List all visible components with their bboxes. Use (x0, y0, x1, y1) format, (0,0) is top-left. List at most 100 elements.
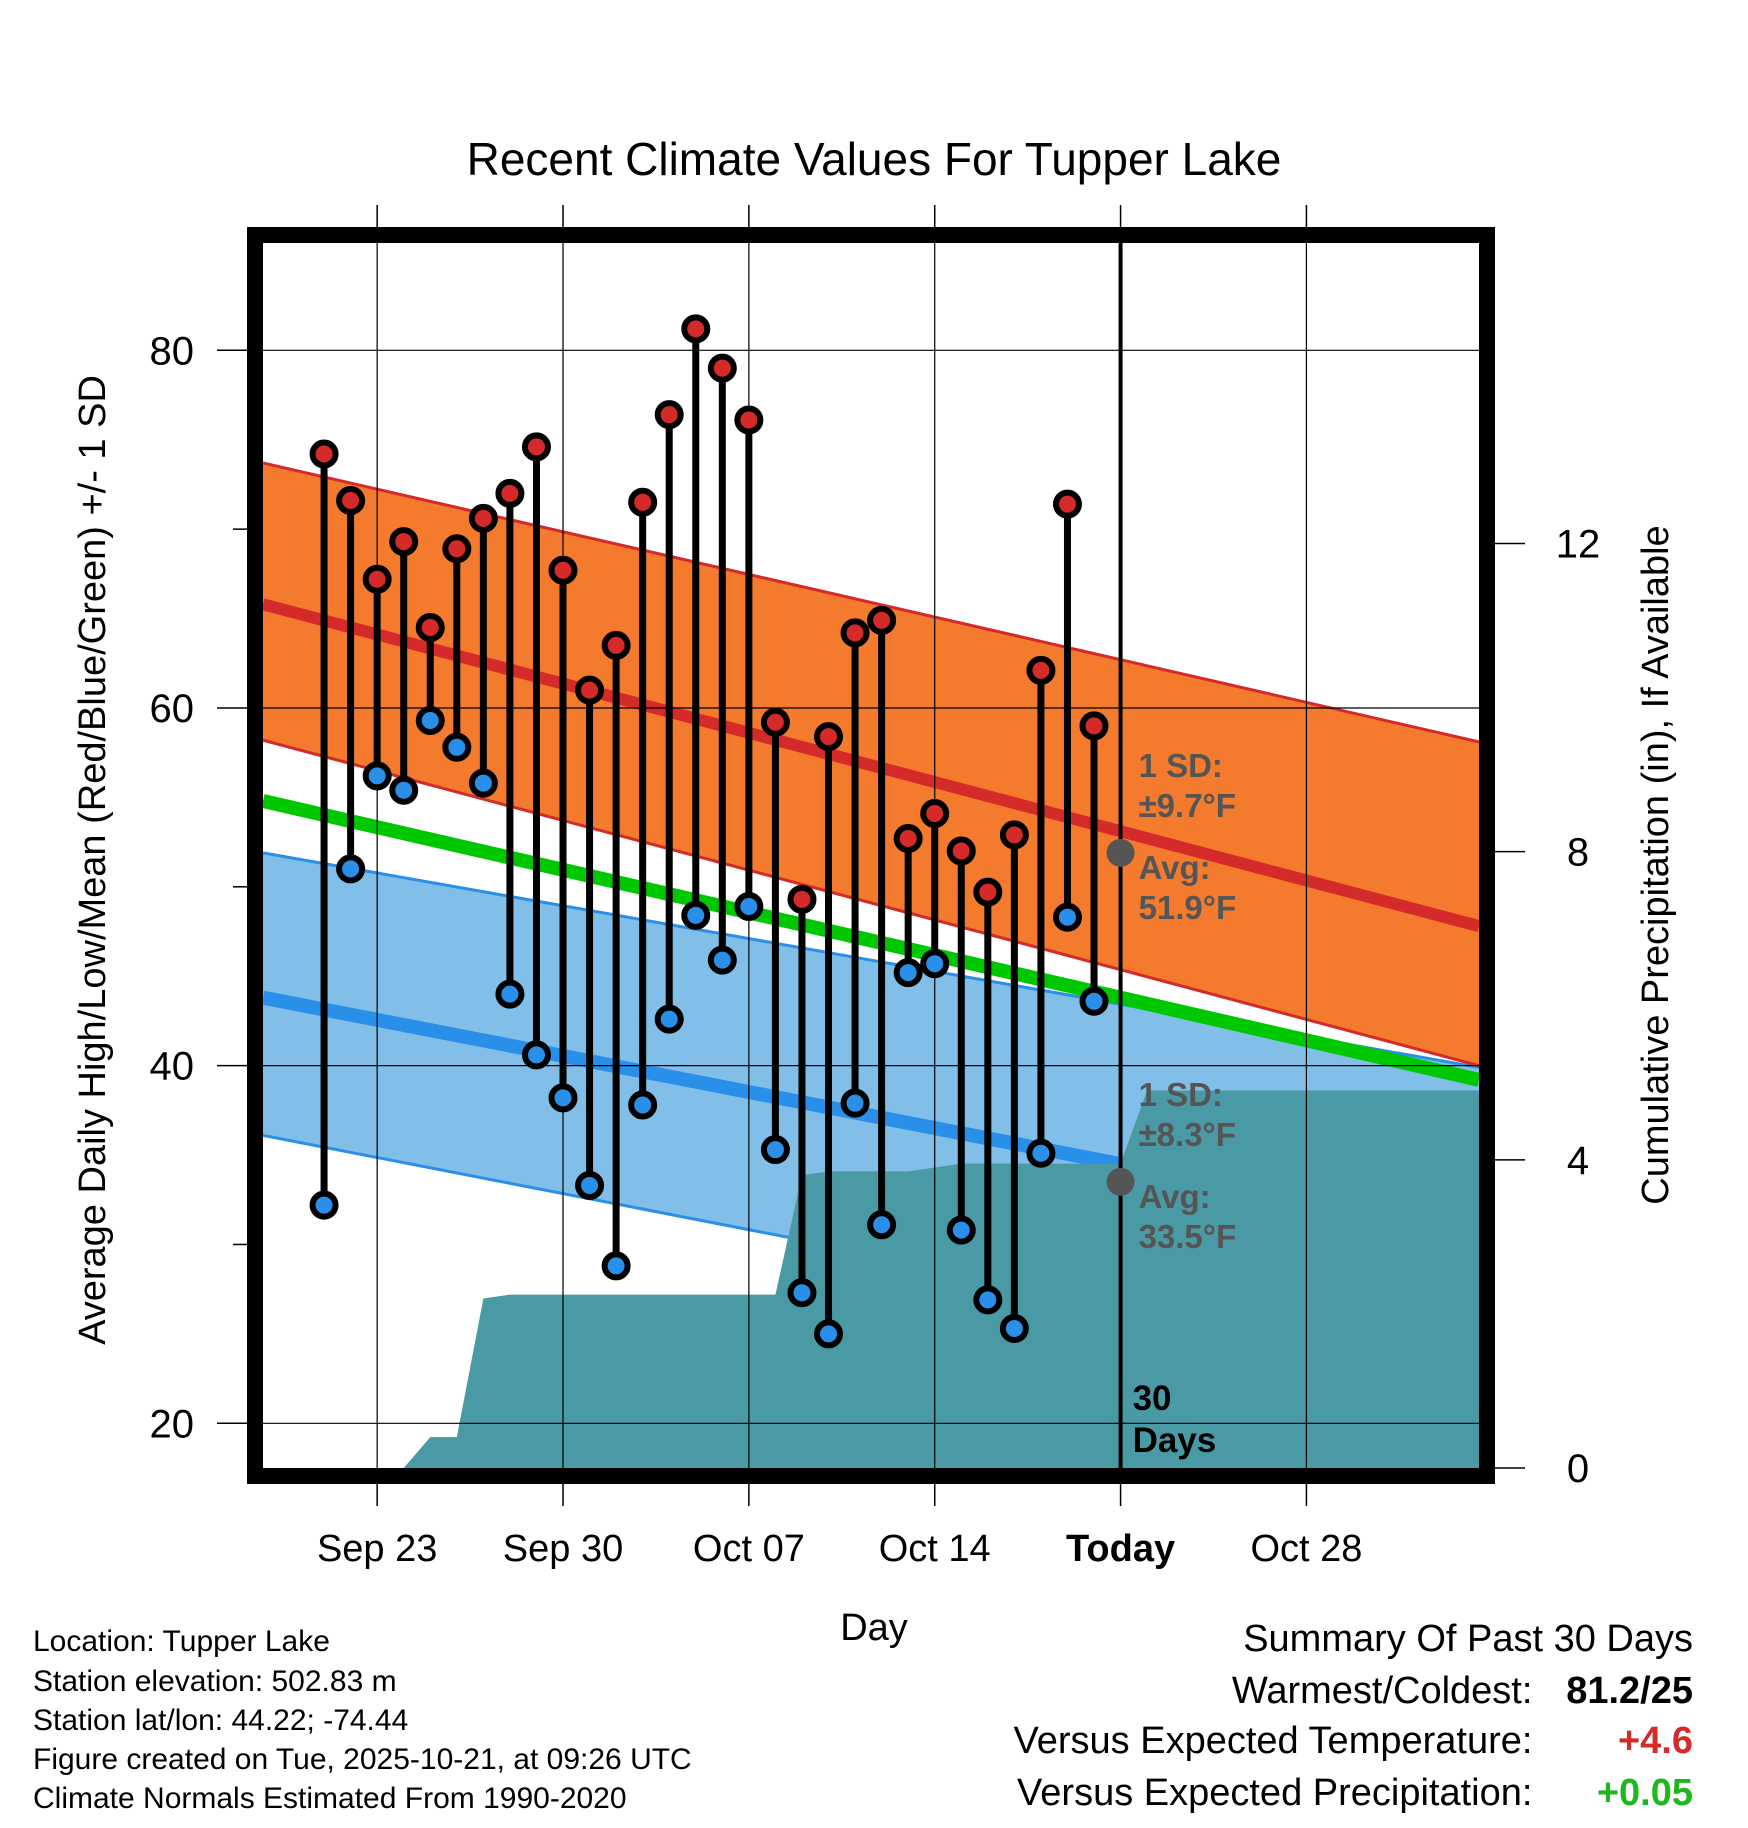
y2-tick-label: 8 (1567, 831, 1589, 875)
y-tick-label: 40 (150, 1045, 195, 1089)
daily-high-point (973, 877, 1003, 907)
chart-title: Recent Climate Values For Tupper Lake (467, 133, 1282, 185)
daily-low-point (999, 1314, 1029, 1344)
daily-low-point (946, 1215, 976, 1245)
daily-high-point (1052, 489, 1082, 519)
daily-low-point (920, 949, 950, 979)
daily-high-point (575, 675, 605, 705)
high-sd-label: 1 SD: (1139, 747, 1223, 784)
y2-axis-label: Cumulative Precipitation (in), If Availa… (1635, 525, 1677, 1204)
low-avg-label: Avg: (1139, 1178, 1211, 1215)
daily-high-point (336, 486, 366, 516)
daily-low-point (1079, 986, 1109, 1016)
daily-low-point (760, 1135, 790, 1165)
daily-low-point (681, 900, 711, 930)
summary-title: Summary Of Past 30 Days (1243, 1618, 1693, 1660)
daily-high-point (760, 707, 790, 737)
daily-high-point (946, 836, 976, 866)
daily-high-point (309, 439, 339, 469)
daily-high-point (548, 555, 578, 585)
daily-low-point (814, 1319, 844, 1349)
daily-high-point (814, 722, 844, 752)
daily-high-point (415, 612, 445, 642)
normal-mean-line (263, 794, 1479, 1087)
daily-high-point (867, 605, 897, 635)
daily-high-point (893, 824, 923, 854)
footer-location: Location: Tupper Lake (33, 1625, 330, 1658)
x-tick-label: Sep 23 (317, 1528, 437, 1570)
x-tick-label: Oct 07 (693, 1528, 805, 1570)
footer-latlon: Station lat/lon: 44.22; -74.44 (33, 1704, 409, 1737)
summary-temp-value: +4.6 (1617, 1720, 1693, 1762)
daily-high-point (495, 478, 525, 508)
daily-low-point (734, 891, 764, 921)
daily-low-point (521, 1040, 551, 1070)
daily-low-point (575, 1170, 605, 1200)
y2-tick-label: 12 (1556, 522, 1601, 566)
daily-high-point (654, 400, 684, 430)
low-sd-value: ±8.3°F (1139, 1116, 1236, 1153)
daily-low-point (787, 1278, 817, 1308)
daily-high-point (999, 820, 1029, 850)
daily-low-point (495, 979, 525, 1009)
daily-low-point (548, 1083, 578, 1113)
daily-low-point (1026, 1138, 1056, 1168)
x-tick-label: Oct 28 (1250, 1528, 1362, 1570)
low-avg-value: 33.5°F (1139, 1218, 1237, 1255)
daily-high-point (389, 527, 419, 557)
daily-low-point (362, 761, 392, 791)
y2-tick-label: 4 (1567, 1139, 1589, 1183)
daily-low-point (1052, 902, 1082, 932)
daily-low-point (707, 945, 737, 975)
daily-low-point (336, 854, 366, 884)
summary-precip-value: +0.05 (1596, 1772, 1693, 1814)
y-axis-label: Average Daily High/Low/Mean (Red/Blue/Gr… (72, 375, 114, 1345)
daily-low-point (654, 1004, 684, 1034)
daily-low-point (442, 732, 472, 762)
daily-high-point (362, 564, 392, 594)
daily-high-point (442, 534, 472, 564)
high-avg-label: Avg: (1139, 849, 1211, 886)
plot-frame (247, 227, 1495, 1484)
daily-high-point (840, 618, 870, 648)
daily-high-point (787, 884, 817, 914)
daily-high-point (468, 503, 498, 533)
high-sd-band-lower-edge (263, 738, 1479, 1068)
daily-high-point (734, 405, 764, 435)
y-tick-label: 20 (150, 1402, 195, 1446)
summary-warmest-coldest-row: Warmest/Coldest: 81.2/25 (1232, 1670, 1693, 1713)
daily-low-point (840, 1088, 870, 1118)
high-sd-band-upper-edge (263, 461, 1479, 744)
daily-low-point (601, 1251, 631, 1281)
x-tick-label: Oct 14 (879, 1528, 991, 1570)
summary-warmest-coldest-label: Warmest/Coldest: (1231, 1670, 1533, 1712)
daily-low-point (973, 1285, 1003, 1315)
summary-precip-label: Versus Expected Precipitation: (1017, 1772, 1533, 1814)
daily-low-point (468, 768, 498, 798)
summary-temp-row: Versus Expected Temperature: +4.6 (1014, 1720, 1693, 1763)
daily-high-point (601, 630, 631, 660)
footer-elevation: Station elevation: 502.83 m (33, 1665, 397, 1698)
x-axis-label: Day (840, 1607, 908, 1649)
y-tick-label: 80 (150, 329, 195, 373)
high-avg-marker (1106, 838, 1135, 867)
daily-high-point (920, 798, 950, 828)
x-tick-label: Sep 30 (503, 1528, 623, 1570)
summary-precip-row: Versus Expected Precipitation: +0.05 (1017, 1772, 1693, 1815)
daily-low-point (389, 775, 419, 805)
daily-low-point (867, 1210, 897, 1240)
low-sd-label: 1 SD: (1139, 1076, 1223, 1113)
precip-area (324, 1090, 1479, 1468)
summary-warmest-coldest-value: 81.2/25 (1566, 1670, 1693, 1712)
daily-high-point (681, 314, 711, 344)
daily-high-point (628, 487, 658, 517)
summary-temp-label: Versus Expected Temperature: (1013, 1720, 1533, 1762)
footer-normals: Climate Normals Estimated From 1990-2020 (33, 1782, 627, 1815)
daily-high-point (1079, 711, 1109, 741)
high-avg-value: 51.9°F (1139, 889, 1237, 926)
y2-tick-label: 0 (1567, 1447, 1589, 1491)
y-tick-label: 60 (150, 687, 195, 731)
daily-high-point (521, 432, 551, 462)
daily-high-point (1026, 655, 1056, 685)
window-label-number: 30 (1133, 1379, 1172, 1418)
